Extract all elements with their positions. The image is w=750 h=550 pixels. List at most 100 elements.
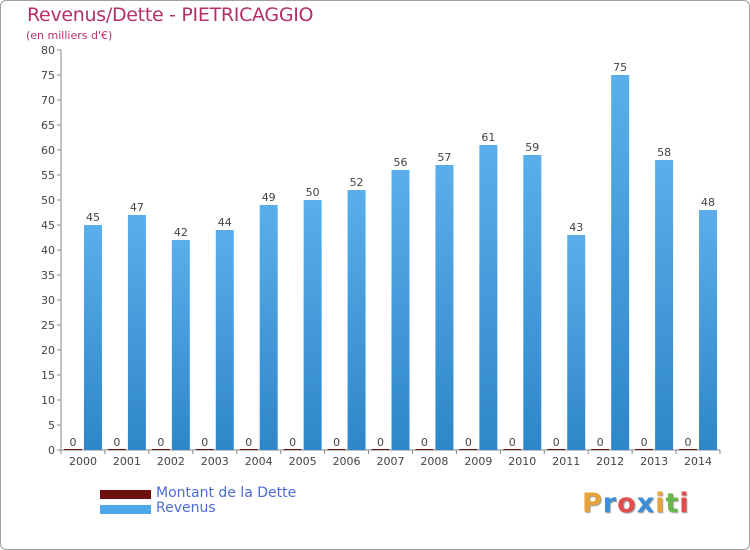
bar-dette xyxy=(503,449,522,450)
x-tick-label: 2002 xyxy=(157,455,185,468)
bar-dette xyxy=(63,449,82,450)
data-label-dette: 0 xyxy=(201,436,208,449)
y-tick-label: 20 xyxy=(41,344,55,357)
bar-dette xyxy=(283,449,302,450)
logo-letter: o xyxy=(617,488,637,519)
data-label-dette: 0 xyxy=(421,436,428,449)
bar-revenus xyxy=(435,165,454,450)
x-tick-label: 2012 xyxy=(596,455,624,468)
bar-dette xyxy=(151,449,170,450)
x-tick-label: 2001 xyxy=(113,455,141,468)
x-tick-label: 2007 xyxy=(377,455,405,468)
bar-dette xyxy=(547,449,566,450)
y-tick-label: 70 xyxy=(41,94,55,107)
x-tick-label: 2006 xyxy=(333,455,361,468)
data-label-dette: 0 xyxy=(553,436,560,449)
data-label-revenus: 45 xyxy=(86,211,100,224)
x-tick-label: 2005 xyxy=(289,455,317,468)
y-tick-label: 45 xyxy=(41,219,55,232)
bar-dette xyxy=(239,449,258,450)
y-tick-label: 55 xyxy=(41,169,55,182)
y-tick-label: 75 xyxy=(41,69,55,82)
bar-revenus xyxy=(699,210,718,450)
data-label-revenus: 57 xyxy=(437,151,451,164)
bar-revenus xyxy=(171,240,190,450)
data-label-dette: 0 xyxy=(597,436,604,449)
y-tick-label: 10 xyxy=(41,394,55,407)
bar-revenus xyxy=(479,145,498,450)
data-label-dette: 0 xyxy=(377,436,384,449)
x-tick-label: 2000 xyxy=(69,455,97,468)
y-tick-label: 50 xyxy=(41,194,55,207)
y-tick-label: 0 xyxy=(48,444,55,457)
bar-revenus xyxy=(391,170,410,450)
x-tick-label: 2010 xyxy=(508,455,536,468)
data-label-revenus: 50 xyxy=(306,186,320,199)
bar-revenus xyxy=(347,190,366,450)
bar-dette xyxy=(679,449,698,450)
y-tick-label: 30 xyxy=(41,294,55,307)
data-label-revenus: 58 xyxy=(657,146,671,159)
data-label-dette: 0 xyxy=(157,436,164,449)
data-label-dette: 0 xyxy=(113,436,120,449)
y-tick-label: 40 xyxy=(41,244,55,257)
bar-revenus xyxy=(523,155,542,450)
logo-letter: i xyxy=(655,488,666,519)
data-label-dette: 0 xyxy=(333,436,340,449)
data-label-dette: 0 xyxy=(465,436,472,449)
bar-revenus xyxy=(215,230,234,450)
y-tick-label: 25 xyxy=(41,319,55,332)
data-label-dette: 0 xyxy=(685,436,692,449)
data-label-revenus: 52 xyxy=(350,176,364,189)
data-label-dette: 0 xyxy=(289,436,296,449)
data-label-dette: 0 xyxy=(69,436,76,449)
bar-revenus xyxy=(655,160,674,450)
proxiti-logo: Proxiti xyxy=(582,488,690,519)
data-label-revenus: 61 xyxy=(481,131,495,144)
bar-dette xyxy=(195,449,214,450)
logo-letter: P xyxy=(582,488,603,519)
logo-letter: x xyxy=(636,488,656,519)
legend-swatch-revenus xyxy=(100,505,151,514)
bar-revenus xyxy=(303,200,322,450)
bar-revenus xyxy=(127,215,146,450)
x-tick-label: 2003 xyxy=(201,455,229,468)
y-tick-label: 5 xyxy=(48,419,55,432)
legend-label-revenus: Revenus xyxy=(156,500,216,516)
data-label-dette: 0 xyxy=(245,436,252,449)
bar-revenus xyxy=(611,75,630,450)
logo-letter: i xyxy=(679,488,690,519)
y-tick-label: 65 xyxy=(41,119,55,132)
y-tick-label: 60 xyxy=(41,144,55,157)
logo-letter: t xyxy=(665,488,680,519)
x-tick-label: 2004 xyxy=(245,455,273,468)
data-label-revenus: 75 xyxy=(613,61,627,74)
legend-label-dette: Montant de la Dette xyxy=(156,485,297,501)
y-tick-label: 80 xyxy=(41,44,55,57)
x-tick-label: 2014 xyxy=(684,455,712,468)
bar-dette xyxy=(591,449,610,450)
bar-dette xyxy=(327,449,346,450)
data-label-revenus: 59 xyxy=(525,141,539,154)
chart-title: Revenus/Dette - PIETRICAGGIO xyxy=(27,4,314,26)
logo-letter: r xyxy=(602,488,618,519)
data-label-revenus: 42 xyxy=(174,226,188,239)
data-label-revenus: 49 xyxy=(262,191,276,204)
bar-revenus xyxy=(83,225,102,450)
data-label-revenus: 48 xyxy=(701,196,715,209)
bar-dette xyxy=(459,449,478,450)
bar-dette xyxy=(107,449,126,450)
y-tick-label: 35 xyxy=(41,269,55,282)
x-tick-label: 2011 xyxy=(552,455,580,468)
data-label-revenus: 43 xyxy=(569,221,583,234)
bar-dette xyxy=(415,449,434,450)
bar-dette xyxy=(635,449,654,450)
data-label-dette: 0 xyxy=(641,436,648,449)
bar-revenus xyxy=(567,235,586,450)
x-tick-label: 2013 xyxy=(640,455,668,468)
data-label-revenus: 47 xyxy=(130,201,144,214)
data-label-dette: 0 xyxy=(509,436,516,449)
x-tick-label: 2009 xyxy=(464,455,492,468)
